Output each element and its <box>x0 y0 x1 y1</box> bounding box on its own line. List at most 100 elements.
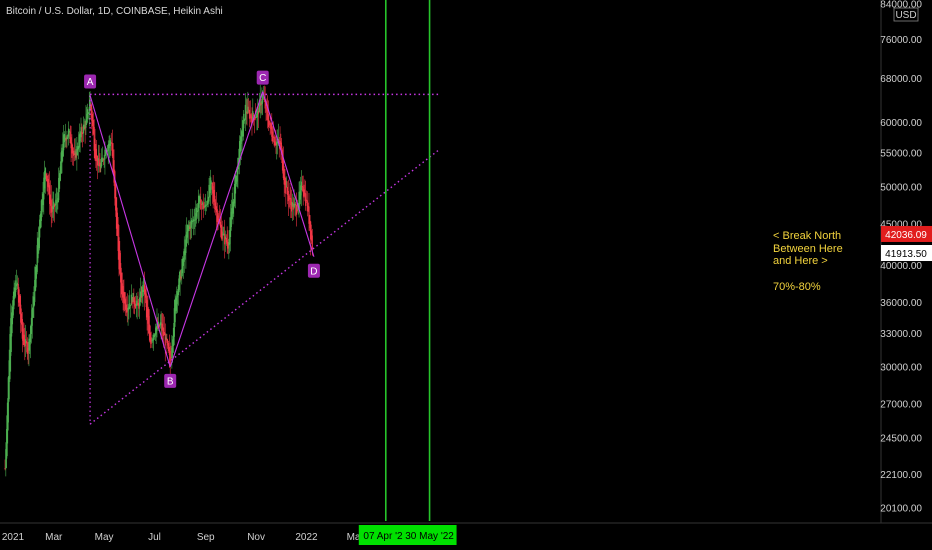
candle-body <box>181 258 184 274</box>
candle-body <box>230 211 232 228</box>
pattern-point-label: A <box>87 77 94 88</box>
candle-body <box>299 191 301 200</box>
candles-layer <box>4 84 313 477</box>
candle-body <box>97 158 99 161</box>
candle-body <box>206 200 208 206</box>
candle-body <box>194 219 196 221</box>
candle-body <box>158 321 160 328</box>
candle-body <box>33 297 35 307</box>
candle-body <box>165 337 167 340</box>
pattern-point-c: C <box>256 70 269 85</box>
candle-body <box>16 282 18 286</box>
candle-body <box>222 234 224 236</box>
candle-body <box>257 107 259 115</box>
candle-body <box>77 145 80 150</box>
candle-body <box>173 308 175 337</box>
candle-body <box>183 248 185 262</box>
candle-body <box>282 160 284 179</box>
candle-body <box>310 221 312 240</box>
candle-body <box>191 221 194 223</box>
candle-body <box>186 224 189 238</box>
time-axis[interactable]: 2021MarMayJulSepNov2022MarMay07 Apr '223… <box>0 522 932 545</box>
candle-body <box>129 305 132 306</box>
candle-body <box>104 149 106 160</box>
candle-body <box>99 162 101 172</box>
candle-body <box>166 338 168 343</box>
candle-body <box>305 199 308 201</box>
candle-body <box>65 137 67 141</box>
candle-body <box>251 116 253 123</box>
candle-body <box>133 297 135 304</box>
candle-body <box>94 138 96 160</box>
candle-body <box>286 186 288 188</box>
price-tick-label: 55000.00 <box>880 149 922 160</box>
candle-body <box>98 159 100 167</box>
candle-body <box>280 142 282 149</box>
candle-body <box>34 280 36 302</box>
time-tick-label: Nov <box>247 532 265 543</box>
candle-body <box>134 300 136 307</box>
candle-body <box>60 152 62 174</box>
candle-body <box>77 148 79 151</box>
candle-body <box>276 141 278 145</box>
candle-body <box>21 319 23 339</box>
candle-body <box>100 164 102 168</box>
candle-body <box>209 187 211 194</box>
pattern-point-marker <box>307 263 320 278</box>
candle-body <box>176 290 178 305</box>
crosshair-price-tag: 41913.50 <box>885 249 927 260</box>
candle-body <box>260 102 262 106</box>
candle-body <box>181 268 183 278</box>
candle-body <box>27 348 29 354</box>
price-tick-label: 84000.00 <box>880 0 922 11</box>
candle-body <box>215 202 217 211</box>
candle-body <box>257 110 260 114</box>
candle-body <box>148 316 150 334</box>
candle-body <box>153 334 155 340</box>
candle-body <box>20 313 23 325</box>
time-tick-label: 2021 <box>2 532 25 543</box>
support-trendline <box>89 149 440 425</box>
candle-body <box>196 210 199 213</box>
candle-body <box>38 227 40 249</box>
candle-body <box>248 109 250 111</box>
candle-body <box>119 252 121 274</box>
candle-body <box>53 204 56 207</box>
price-axis[interactable]: 20100.00 22100.00 24500.00 27000.00 30000.00… <box>880 0 922 523</box>
annotation-percent: 70%-80% <box>773 280 821 293</box>
candle-body <box>18 289 20 303</box>
candle-body <box>210 182 213 184</box>
pattern-layer: A B C D <box>84 0 440 521</box>
date-marker-2: 30 May '22 <box>402 525 457 545</box>
candle-body <box>87 109 89 119</box>
candle-body <box>177 284 180 296</box>
candle-body <box>255 116 257 118</box>
candle-body <box>162 327 164 329</box>
pattern-point-marker <box>84 74 97 89</box>
candle-body <box>201 202 204 205</box>
candle-body <box>239 136 242 152</box>
currency-box <box>893 7 919 22</box>
candle-body <box>115 197 118 229</box>
date-marker-1: 07 Apr '22 <box>358 525 413 545</box>
candle-body <box>120 272 123 295</box>
candle-body <box>103 158 105 160</box>
candle-body <box>270 123 272 130</box>
chart-title: Bitcoin / U.S. Dollar, 1D, COINBASE, Hei… <box>6 6 223 17</box>
candle-body <box>246 111 248 114</box>
pattern-point-b: B <box>164 373 177 388</box>
price-tick-label: 24500.00 <box>880 434 922 445</box>
pattern-point-a: A <box>84 74 97 89</box>
candle-body <box>214 195 216 210</box>
candle-body <box>139 291 142 302</box>
candle-body <box>120 262 122 283</box>
candle-body <box>289 197 291 199</box>
candle-body <box>30 326 32 343</box>
candle-body <box>74 150 76 155</box>
candle-body <box>300 181 303 191</box>
candle-body <box>124 297 126 301</box>
candle-body <box>254 117 256 119</box>
price-tick-label: 22100.00 <box>880 470 922 481</box>
date-marker-label: 07 Apr '22 <box>363 531 408 542</box>
